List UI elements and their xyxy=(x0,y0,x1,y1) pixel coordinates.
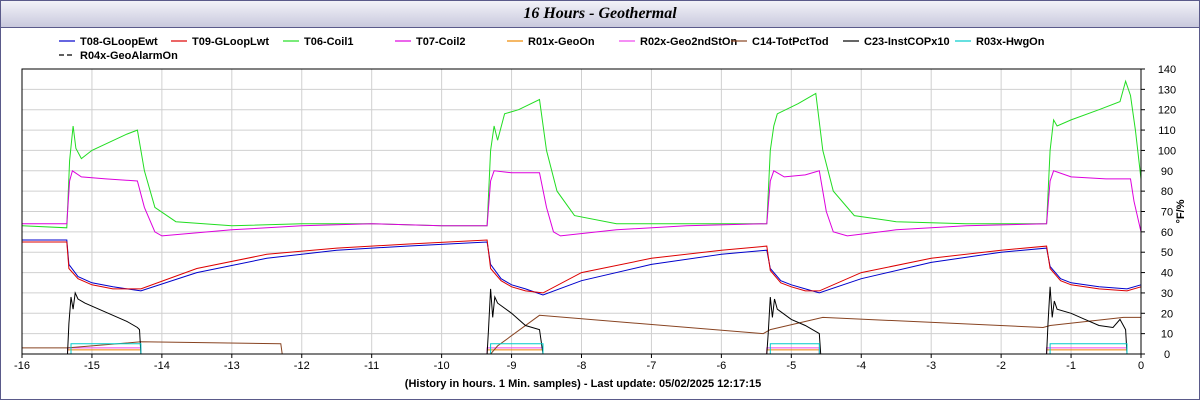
y-tick-label: 90 xyxy=(1161,166,1173,178)
x-tick-label: -4 xyxy=(856,360,866,372)
y-axis-label: °F/% xyxy=(1175,199,1187,223)
series-line-t07-coil2 xyxy=(22,169,1142,237)
x-tick-label: -3 xyxy=(926,360,936,372)
y-tick-label: 20 xyxy=(1161,308,1173,320)
legend-label: T07-Coil2 xyxy=(416,36,466,48)
x-tick-label: -11 xyxy=(364,360,379,372)
legend-label: R01x-GeoOn xyxy=(528,36,595,48)
x-tick-label: -7 xyxy=(647,360,657,372)
y-tick-label: 10 xyxy=(1161,329,1173,341)
x-tick-label: -6 xyxy=(716,360,726,372)
y-tick-label: 80 xyxy=(1161,186,1173,198)
grid xyxy=(21,68,1142,355)
x-tick-label: -14 xyxy=(154,360,170,372)
series-line-t06-coil1 xyxy=(21,79,1142,229)
x-tick-label: -5 xyxy=(786,360,796,372)
legend-label: R03x-HwgOn xyxy=(976,36,1045,48)
line-chart: T08-GLoopEwt T09-GLoopLwt T06-Coil1 T07-Coi… xyxy=(14,36,1187,390)
y-tick-label: 30 xyxy=(1161,288,1173,300)
chart-title: 16 Hours - Geothermal xyxy=(523,5,677,22)
legend-label: T06-Coil1 xyxy=(304,36,354,48)
y-tick-label: 120 xyxy=(1158,105,1176,117)
y-tick-label: 130 xyxy=(1158,84,1176,96)
y-tick-label: 40 xyxy=(1161,268,1173,280)
y-tick-label: 110 xyxy=(1158,125,1176,137)
legend: T08-GLoopEwt T09-GLoopLwt T06-Coil1 T07-Coi… xyxy=(59,36,1045,62)
y-tick-label: 70 xyxy=(1161,207,1173,219)
y-tick-label: 0 xyxy=(1164,349,1170,361)
legend-label: R02x-Geo2ndStOn xyxy=(640,36,737,48)
y-tick-label: 50 xyxy=(1161,247,1173,259)
x-tick-label: -10 xyxy=(434,360,450,372)
series-line-t09-glooplwt xyxy=(22,239,1142,294)
x-tick-label: -9 xyxy=(507,360,517,372)
x-tick-label: -2 xyxy=(996,360,1006,372)
y-tick-label: 60 xyxy=(1161,227,1173,239)
legend-label: C14-TotPctTod xyxy=(752,36,829,48)
x-tick-label: -8 xyxy=(577,360,587,372)
x-tick-label: -12 xyxy=(294,360,310,372)
legend-label: R04x-GeoAlarmOn xyxy=(80,50,178,62)
chart-footer: (History in hours. 1 Min. samples) - Las… xyxy=(405,378,761,390)
x-tick-label: 0 xyxy=(1138,360,1144,372)
x-tick-label: -13 xyxy=(224,360,240,372)
title-bar: 16 Hours - Geothermal xyxy=(1,1,1199,28)
x-tick-label: -16 xyxy=(14,360,30,372)
y-tick-label: 100 xyxy=(1158,145,1176,157)
legend-label: T08-GLoopEwt xyxy=(80,36,158,48)
axes: -16 -15 -14 -13 -12 -11 -10 -9 -8 -7 -6 -5 -4 -3 -2 -1 0… xyxy=(14,64,1176,372)
x-tick-label: -1 xyxy=(1066,360,1076,372)
legend-label: C23-InstCOPx10 xyxy=(864,36,950,48)
legend-label: T09-GLoopLwt xyxy=(192,36,269,48)
x-tick-label: -15 xyxy=(84,360,100,372)
y-tick-label: 140 xyxy=(1158,64,1176,76)
